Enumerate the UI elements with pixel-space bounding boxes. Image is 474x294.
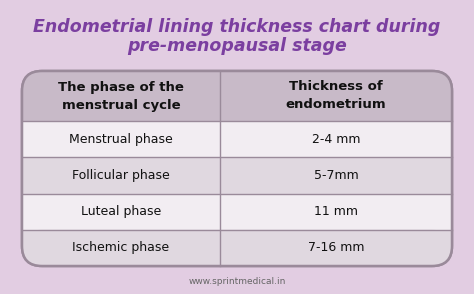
Bar [22, 230, 452, 246]
Text: 2-4 mm: 2-4 mm [311, 133, 360, 146]
Text: 11 mm: 11 mm [314, 205, 358, 218]
Text: Endometrial lining thickness chart during: Endometrial lining thickness chart durin… [33, 18, 441, 36]
Bar [22, 121, 452, 157]
Text: pre-menopausal stage: pre-menopausal stage [127, 37, 347, 55]
Text: www.sprintmedical.in: www.sprintmedical.in [188, 276, 286, 285]
FancyBboxPatch shape [22, 71, 452, 121]
Text: 7-16 mm: 7-16 mm [308, 241, 364, 254]
Bar [22, 93, 452, 121]
Bar [22, 157, 452, 193]
Text: 5-7mm: 5-7mm [313, 169, 358, 182]
Text: Ischemic phase: Ischemic phase [73, 241, 170, 254]
FancyBboxPatch shape [22, 230, 452, 266]
Text: Luteal phase: Luteal phase [81, 205, 161, 218]
Bar [22, 193, 452, 230]
Text: Follicular phase: Follicular phase [72, 169, 170, 182]
FancyBboxPatch shape [22, 71, 452, 266]
Text: Menstrual phase: Menstrual phase [69, 133, 173, 146]
Text: Thickness of
endometrium: Thickness of endometrium [286, 81, 386, 111]
Text: The phase of the
menstrual cycle: The phase of the menstrual cycle [58, 81, 184, 111]
